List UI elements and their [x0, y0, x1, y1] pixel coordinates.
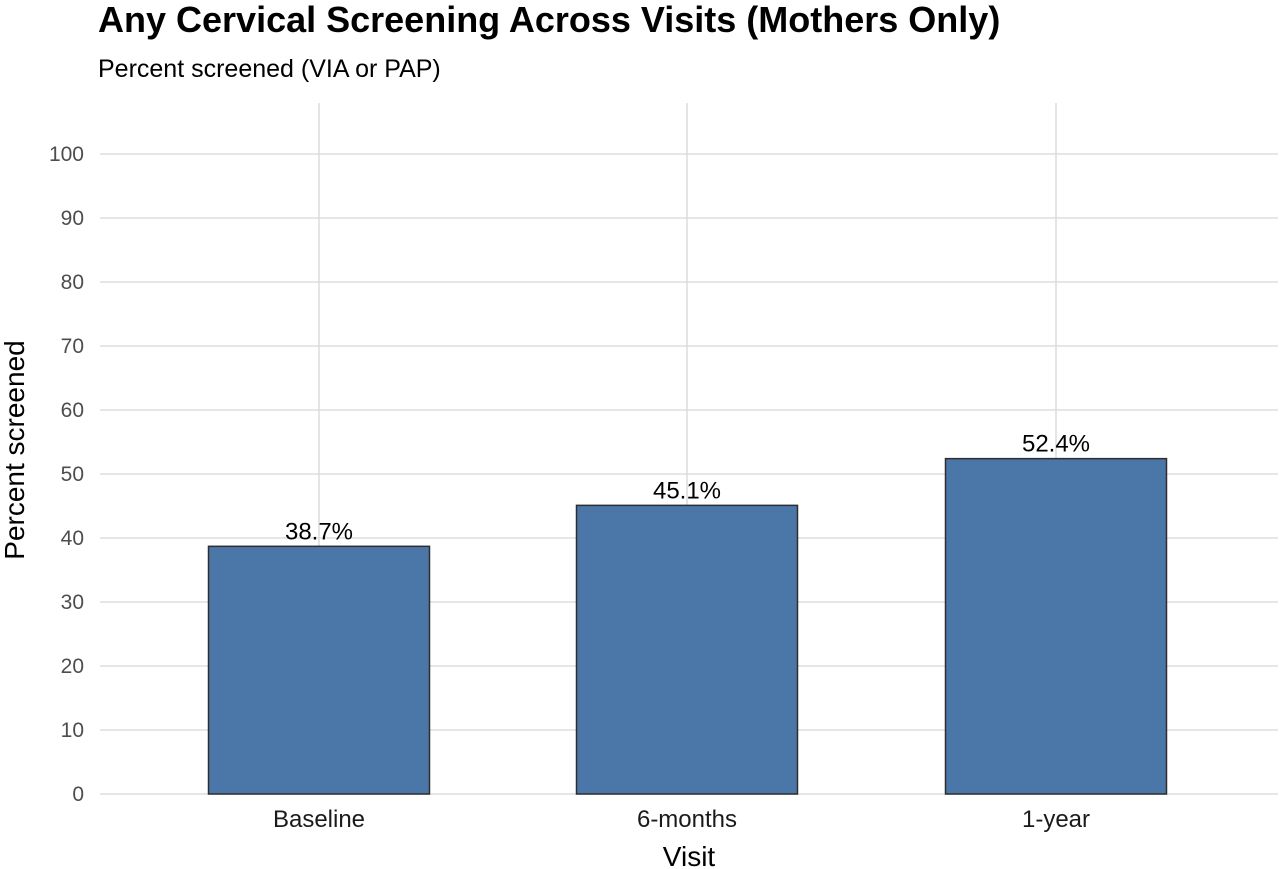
x-axis-title: Visit [663, 841, 716, 869]
bar-1-year [944, 457, 1168, 795]
y-axis-ticks: 0 10 20 30 40 50 60 70 80 90 100 [49, 143, 84, 806]
bar-value-label: 38.7% [285, 518, 353, 545]
bar-value-labels: 38.7% 45.1% 52.4% [285, 431, 1090, 546]
bar-6-months [575, 504, 799, 795]
x-tick-label: Baseline [273, 806, 365, 833]
y-tick-label: 20 [61, 655, 84, 678]
bars [207, 457, 1168, 795]
chart-subtitle: Percent screened (VIA or PAP) [98, 55, 441, 83]
bar-value-label: 45.1% [653, 477, 721, 504]
y-tick-label: 10 [61, 719, 84, 742]
y-tick-label: 70 [61, 335, 84, 358]
bar-baseline [207, 545, 431, 795]
y-tick-label: 90 [61, 207, 84, 230]
x-tick-label: 6-months [637, 806, 737, 833]
y-tick-label: 80 [61, 271, 84, 294]
bar-value-label: 52.4% [1022, 431, 1090, 458]
x-axis-ticks: Baseline 6-months 1-year [273, 806, 1090, 833]
y-tick-label: 40 [61, 527, 84, 550]
y-tick-label: 0 [72, 783, 84, 806]
y-tick-label: 60 [61, 399, 84, 422]
x-tick-label: 1-year [1022, 806, 1090, 833]
y-axis-title: Percent screened [0, 340, 30, 559]
y-tick-label: 30 [61, 591, 84, 614]
y-tick-label: 100 [49, 143, 84, 166]
y-tick-label: 50 [61, 463, 84, 486]
chart-title: Any Cervical Screening Across Visits (Mo… [98, 0, 1000, 40]
